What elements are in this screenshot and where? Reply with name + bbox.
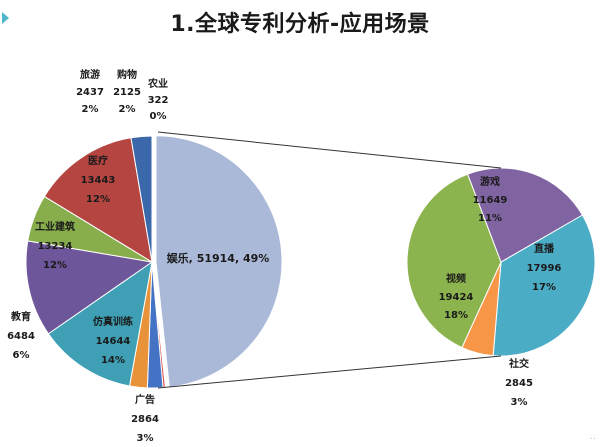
label-medical-percent: 12% [86,194,110,205]
label-game-name: 游戏 [480,175,500,188]
label-education-value: 6484 [7,331,35,342]
corner-arrow-icon [2,12,9,24]
label-group-live: 直播 17996 17% [527,242,562,293]
label-advertising-name: 广告 [135,393,155,406]
label-game-percent: 11% [478,213,502,224]
label-shopping-name: 购物 [117,68,137,81]
label-group-simulation: 仿真训练 14644 14% [93,315,133,366]
connector-line-1 [157,131,502,169]
main-pie-slice-6 [25,240,154,335]
sub-pie-slice-1 [492,214,596,357]
label-travel-name: 旅游 [80,68,100,81]
label-social-percent: 3% [511,397,528,408]
label-group-education: 教育 6484 6% [7,310,35,361]
label-industry-value: 13234 [38,241,73,252]
label-medical-name: 医疗 [88,154,108,167]
label-group-social: 社交 2845 3% [505,357,533,408]
label-travel-percent: 2% [82,104,99,115]
watermark: ·· [589,434,596,445]
label-travel-value: 2437 [76,87,104,98]
sub-pie-slice-3 [406,173,502,349]
entertainment-breakdown-pie [406,167,596,357]
label-agriculture-name: 农业 [147,77,168,90]
label-group-video: 视频 19424 18% [439,272,474,321]
main-pie-slice-8 [43,137,153,263]
sub-pie-slice-4 [467,167,584,263]
label-group-medical: 医疗 13443 12% [81,154,116,205]
label-industry-percent: 12% [43,260,67,271]
label-social-value: 2845 [505,378,533,389]
label-advertising-value: 2864 [131,414,159,425]
slice-label-entertainment: 娱乐, 51914, 49% [167,251,270,265]
label-group-advertising: 广告 2864 3% [131,393,159,444]
label-video-percent: 18% [444,310,468,321]
main-pie-slice-5 [47,260,153,387]
label-video-value: 19424 [439,292,474,303]
label-group-agriculture: 农业 322 0% [147,77,168,122]
label-live-value: 17996 [527,263,562,274]
label-group-travel: 旅游 2437 2% [76,68,104,115]
label-education-name: 教育 [10,310,31,323]
label-shopping-percent: 2% [119,104,136,115]
label-social-name: 社交 [508,357,529,370]
label-simulation-percent: 14% [101,355,125,366]
label-video-name: 视频 [446,272,466,285]
label-education-percent: 6% [13,350,30,361]
label-industry-name: 工业建筑 [35,220,75,233]
label-medical-value: 13443 [81,175,116,186]
main-pie-slice-1 [155,135,283,388]
label-shopping-value: 2125 [113,87,141,98]
label-game-value: 11649 [473,195,508,206]
label-live-name: 直播 [534,242,555,255]
label-group-industry: 工业建筑 13234 12% [35,220,75,271]
label-live-percent: 17% [532,282,556,293]
label-agriculture-value: 322 [148,95,169,106]
label-agriculture-percent: 0% [150,111,167,122]
label-advertising-percent: 3% [137,433,154,444]
label-group-shopping: 购物 2125 2% [113,68,141,115]
label-simulation-name: 仿真训练 [93,315,133,328]
main-pie-slice-9 [130,135,153,263]
connector-line-2 [157,355,502,389]
label-simulation-value: 14644 [96,336,131,347]
label-group-game: 游戏 11649 11% [473,175,508,224]
chart-title: 1.全球专利分析-应用场景 [170,12,430,37]
connector-lines [157,131,502,389]
main-pie [25,135,283,389]
